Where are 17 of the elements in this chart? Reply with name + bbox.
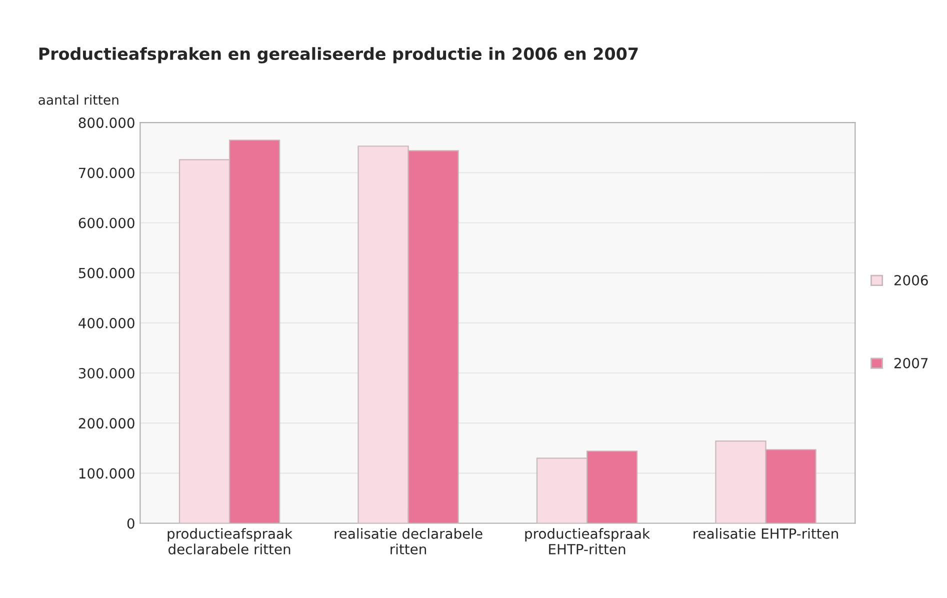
y-tick-label: 400.000 (78, 318, 134, 328)
legend-label: 2007 (894, 358, 928, 368)
y-tick-label: 200.000 (78, 418, 134, 429)
y-tick-label: 500.000 (78, 268, 134, 278)
y-tick-label: 100.000 (79, 468, 134, 479)
x-tick-label: productieafspraak EHTP-ritten (525, 528, 650, 554)
y-tick-label: 800.000 (78, 118, 134, 128)
y-tick-label: 0 (127, 518, 134, 529)
y-tick-label: 300.000 (78, 368, 134, 378)
x-tick-label: productieafspraak declarabele ritten (168, 528, 293, 554)
x-tick-label: realisatie EHTP-ritten (694, 528, 838, 539)
y-tick-label: 600.000 (78, 218, 134, 228)
legend-label: 2006 (894, 275, 928, 286)
y-axis-title: aantal ritten (38, 94, 118, 105)
y-tick-label: 700.000 (79, 168, 134, 178)
chart-title: Productieafspraken en gerealiseerde productie in 2006 en 2007 (39, 47, 638, 64)
x-tick-label: realisatie declarabele ritten (334, 528, 482, 554)
